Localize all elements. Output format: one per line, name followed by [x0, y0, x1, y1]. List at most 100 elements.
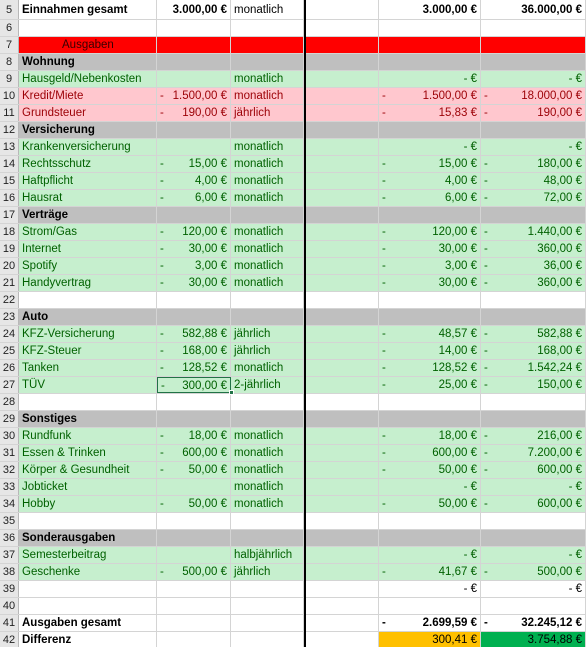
cell-b30[interactable]: - 18,00 € — [157, 428, 231, 444]
cell-c9[interactable]: monatlich — [231, 71, 304, 87]
row-header[interactable]: 25 — [0, 343, 19, 359]
cell-e14[interactable]: - 15,00 € — [379, 156, 481, 172]
cell-f24[interactable]: - 582,88 € — [481, 326, 586, 342]
cell-a21[interactable]: Handyvertrag — [19, 275, 157, 291]
cell-b8[interactable] — [157, 54, 231, 70]
cell-c15[interactable]: monatlich — [231, 173, 304, 189]
cell-d14[interactable] — [304, 156, 379, 172]
cell-f34[interactable]: - 600,00 € — [481, 496, 586, 512]
row-header[interactable]: 28 — [0, 394, 19, 410]
cell-d24[interactable] — [304, 326, 379, 342]
cell-d34[interactable] — [304, 496, 379, 512]
cell-b14[interactable]: - 15,00 € — [157, 156, 231, 172]
cell-f13[interactable]: - € — [481, 139, 586, 155]
cell-e40[interactable] — [379, 598, 481, 614]
cell-b27[interactable]: - 300,00 € — [157, 377, 231, 393]
cell-d11[interactable] — [304, 105, 379, 121]
cell-e13[interactable]: - € — [379, 139, 481, 155]
cell-f26[interactable]: - 1.542,24 € — [481, 360, 586, 376]
row-header[interactable]: 27 — [0, 377, 19, 393]
cell-b29[interactable] — [157, 411, 231, 427]
cell-a27[interactable]: TÜV — [19, 377, 157, 393]
cell-c11[interactable]: jährlich — [231, 105, 304, 121]
row-header[interactable]: 31 — [0, 445, 19, 461]
cell-c38[interactable]: jährlich — [231, 564, 304, 580]
cell-c40[interactable] — [231, 598, 304, 614]
cell-c20[interactable]: monatlich — [231, 258, 304, 274]
cell-f37[interactable]: - € — [481, 547, 586, 563]
row-header[interactable]: 34 — [0, 496, 19, 512]
cell-e25[interactable]: - 14,00 € — [379, 343, 481, 359]
cell-d13[interactable] — [304, 139, 379, 155]
cell-c19[interactable]: monatlich — [231, 241, 304, 257]
cell-a33[interactable]: Jobticket — [19, 479, 157, 495]
cell-a5[interactable]: Einnahmen gesamt — [19, 0, 157, 19]
cell-f38[interactable]: - 500,00 € — [481, 564, 586, 580]
cell-e26[interactable]: - 128,52 € — [379, 360, 481, 376]
cell-d31[interactable] — [304, 445, 379, 461]
cell-e15[interactable]: - 4,00 € — [379, 173, 481, 189]
cell-e12[interactable] — [379, 122, 481, 138]
cell-a20[interactable]: Spotify — [19, 258, 157, 274]
cell-c26[interactable]: monatlich — [231, 360, 304, 376]
cell-c12[interactable] — [231, 122, 304, 138]
row-header[interactable]: 22 — [0, 292, 19, 308]
row-header[interactable]: 6 — [0, 20, 19, 36]
cell-b17[interactable] — [157, 207, 231, 223]
cell-a25[interactable]: KFZ-Steuer — [19, 343, 157, 359]
cell-d37[interactable] — [304, 547, 379, 563]
cell-b38[interactable]: - 500,00 € — [157, 564, 231, 580]
cell-e21[interactable]: - 30,00 € — [379, 275, 481, 291]
cell-f42[interactable]: 3.754,88 € — [481, 632, 586, 647]
cell-b25[interactable]: - 168,00 € — [157, 343, 231, 359]
row-header[interactable]: 8 — [0, 54, 19, 70]
cell-c35[interactable] — [231, 513, 304, 529]
cell-b13[interactable] — [157, 139, 231, 155]
cell-a34[interactable]: Hobby — [19, 496, 157, 512]
cell-a23[interactable]: Auto — [19, 309, 157, 325]
cell-d42[interactable] — [304, 632, 379, 647]
cell-a31[interactable]: Essen & Trinken — [19, 445, 157, 461]
cell-c24[interactable]: jährlich — [231, 326, 304, 342]
cell-e37[interactable]: - € — [379, 547, 481, 563]
cell-a30[interactable]: Rundfunk — [19, 428, 157, 444]
cell-e30[interactable]: - 18,00 € — [379, 428, 481, 444]
cell-b12[interactable] — [157, 122, 231, 138]
cell-d23[interactable] — [304, 309, 379, 325]
cell-f27[interactable]: - 150,00 € — [481, 377, 586, 393]
cell-a32[interactable]: Körper & Gesundheit — [19, 462, 157, 478]
cell-b35[interactable] — [157, 513, 231, 529]
cell-a37[interactable]: Semesterbeitrag — [19, 547, 157, 563]
cell-f8[interactable] — [481, 54, 586, 70]
cell-c33[interactable]: monatlich — [231, 479, 304, 495]
row-header[interactable]: 37 — [0, 547, 19, 563]
row-header[interactable]: 21 — [0, 275, 19, 291]
cell-c42[interactable] — [231, 632, 304, 647]
cell-f12[interactable] — [481, 122, 586, 138]
cell-e7[interactable] — [379, 37, 481, 53]
cell-d32[interactable] — [304, 462, 379, 478]
cell-b5[interactable]: 3.000,00 € — [157, 0, 231, 19]
cell-e39[interactable]: - € — [379, 581, 481, 597]
cell-f36[interactable] — [481, 530, 586, 546]
cell-b9[interactable] — [157, 71, 231, 87]
cell-f9[interactable]: - € — [481, 71, 586, 87]
cell-d21[interactable] — [304, 275, 379, 291]
cell-c21[interactable]: monatlich — [231, 275, 304, 291]
cell-c34[interactable]: monatlich — [231, 496, 304, 512]
cell-f11[interactable]: - 190,00 € — [481, 105, 586, 121]
cell-e35[interactable] — [379, 513, 481, 529]
cell-f28[interactable] — [481, 394, 586, 410]
cell-a28[interactable] — [19, 394, 157, 410]
cell-d17[interactable] — [304, 207, 379, 223]
cell-c23[interactable] — [231, 309, 304, 325]
cell-e28[interactable] — [379, 394, 481, 410]
cell-e22[interactable] — [379, 292, 481, 308]
cell-d28[interactable] — [304, 394, 379, 410]
row-header[interactable]: 39 — [0, 581, 19, 597]
row-header[interactable]: 16 — [0, 190, 19, 206]
cell-b11[interactable]: - 190,00 € — [157, 105, 231, 121]
cell-c29[interactable] — [231, 411, 304, 427]
cell-e10[interactable]: - 1.500,00 € — [379, 88, 481, 104]
cell-c17[interactable] — [231, 207, 304, 223]
